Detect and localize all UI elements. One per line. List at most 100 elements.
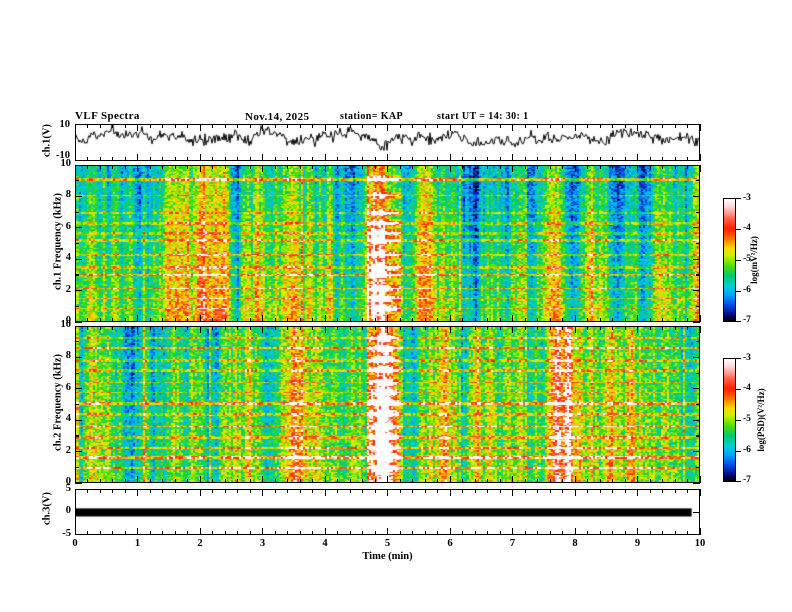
ch1-spectrogram-ytick bbox=[75, 305, 79, 307]
ch1-spectrogram-ytick bbox=[693, 227, 700, 229]
xtick-major bbox=[449, 315, 451, 322]
xtick-minor bbox=[374, 318, 376, 322]
ch2-spectrogram-ytick bbox=[693, 482, 700, 484]
ch2-spectrogram-ytick bbox=[75, 451, 82, 453]
xtick-minor bbox=[487, 489, 488, 493]
ch1-colorbar-tick-label: -7 bbox=[743, 315, 751, 326]
xtick-minor bbox=[412, 479, 413, 483]
xtick-minor bbox=[437, 489, 438, 493]
xtick-major bbox=[137, 165, 139, 172]
xtick-minor bbox=[249, 124, 251, 128]
xtick-minor bbox=[562, 326, 563, 330]
xaxis-tick-label: 9 bbox=[634, 538, 641, 549]
ch2-spectrogram-ytick bbox=[696, 341, 700, 343]
ch1-spectrogram-ytick bbox=[75, 164, 82, 166]
xtick-major bbox=[387, 476, 389, 483]
ch1-spectrogram-ytick bbox=[75, 290, 82, 292]
xtick-major bbox=[449, 476, 451, 483]
xtick-minor bbox=[549, 489, 551, 493]
xtick-minor bbox=[649, 165, 651, 169]
xtick-major bbox=[699, 326, 701, 333]
xtick-minor bbox=[437, 531, 438, 535]
xtick-minor bbox=[187, 165, 188, 169]
xtick-minor bbox=[212, 489, 213, 493]
xtick-minor bbox=[662, 326, 663, 330]
ch1-spectrogram-ytick bbox=[75, 227, 82, 229]
ch1-spectrogram-ytick bbox=[75, 274, 79, 276]
xtick-major bbox=[324, 476, 326, 483]
xtick-minor bbox=[599, 165, 601, 169]
xtick-minor bbox=[624, 489, 626, 493]
xtick-minor bbox=[149, 157, 151, 161]
xtick-minor bbox=[662, 157, 663, 161]
xtick-minor bbox=[437, 318, 438, 322]
xtick-minor bbox=[249, 318, 251, 322]
xtick-major bbox=[199, 476, 201, 483]
xtick-minor bbox=[662, 165, 663, 169]
xtick-minor bbox=[249, 165, 251, 169]
xtick-major bbox=[449, 326, 451, 333]
xtick-minor bbox=[487, 157, 488, 161]
xtick-minor bbox=[487, 165, 488, 169]
xtick-minor bbox=[237, 479, 238, 483]
xtick-minor bbox=[112, 124, 113, 128]
xtick-major bbox=[574, 124, 576, 131]
ch1-spectrogram-ytick bbox=[696, 305, 700, 307]
xtick-minor bbox=[124, 318, 126, 322]
ch1-colorbar-tick-label: -5 bbox=[743, 254, 751, 264]
xtick-minor bbox=[299, 318, 301, 322]
xtick-minor bbox=[587, 318, 588, 322]
xtick-minor bbox=[224, 531, 226, 535]
xtick-minor bbox=[349, 531, 351, 535]
xtick-minor bbox=[174, 165, 176, 169]
xtick-major bbox=[449, 124, 451, 131]
xtick-minor bbox=[224, 157, 226, 161]
ch1-spectrogram-ytick-label: 8 bbox=[65, 189, 71, 201]
xtick-minor bbox=[374, 124, 376, 128]
xtick-major bbox=[637, 315, 639, 322]
xtick-major bbox=[324, 124, 326, 131]
xtick-minor bbox=[287, 531, 288, 535]
xtick-minor bbox=[549, 531, 551, 535]
xtick-minor bbox=[462, 318, 463, 322]
xtick-minor bbox=[112, 531, 113, 535]
xtick-major bbox=[387, 315, 389, 322]
xtick-minor bbox=[549, 479, 551, 483]
xtick-minor bbox=[187, 489, 188, 493]
xtick-minor bbox=[462, 124, 463, 128]
xtick-minor bbox=[212, 479, 213, 483]
ch2-colorbar-tick bbox=[736, 388, 741, 390]
xtick-minor bbox=[537, 318, 538, 322]
xtick-minor bbox=[474, 124, 476, 128]
xtick-minor bbox=[124, 479, 126, 483]
xtick-major bbox=[74, 154, 76, 161]
ch2-spectrogram-ytick bbox=[693, 325, 700, 327]
xtick-minor bbox=[112, 489, 113, 493]
xtick-minor bbox=[337, 165, 338, 169]
xtick-major bbox=[199, 124, 201, 131]
ch2-spectrogram-ytick bbox=[75, 435, 79, 437]
xtick-minor bbox=[437, 326, 438, 330]
ch3-waveform-panel bbox=[75, 489, 700, 535]
ch2-spectrogram-ytick-label: 10 bbox=[60, 319, 72, 330]
xtick-minor bbox=[224, 326, 226, 330]
ch2-spectrogram-ylabel: ch.2 Frequency (kHz) bbox=[52, 354, 64, 451]
xtick-minor bbox=[424, 479, 426, 483]
ch2-colorbar-tick bbox=[736, 419, 741, 421]
xtick-minor bbox=[612, 326, 613, 330]
xtick-major bbox=[324, 489, 326, 496]
xtick-major bbox=[324, 326, 326, 333]
xtick-minor bbox=[249, 479, 251, 483]
xtick-minor bbox=[274, 531, 276, 535]
xtick-major bbox=[512, 476, 514, 483]
xtick-minor bbox=[412, 489, 413, 493]
xtick-major bbox=[574, 489, 576, 496]
xtick-minor bbox=[437, 157, 438, 161]
xtick-minor bbox=[349, 165, 351, 169]
xtick-minor bbox=[349, 479, 351, 483]
xtick-minor bbox=[424, 489, 426, 493]
ch3-ytick-label: 5 bbox=[65, 482, 71, 494]
xtick-minor bbox=[212, 124, 213, 128]
xtick-minor bbox=[237, 165, 238, 169]
ch1-waveform-ytick: -10 bbox=[56, 150, 70, 161]
